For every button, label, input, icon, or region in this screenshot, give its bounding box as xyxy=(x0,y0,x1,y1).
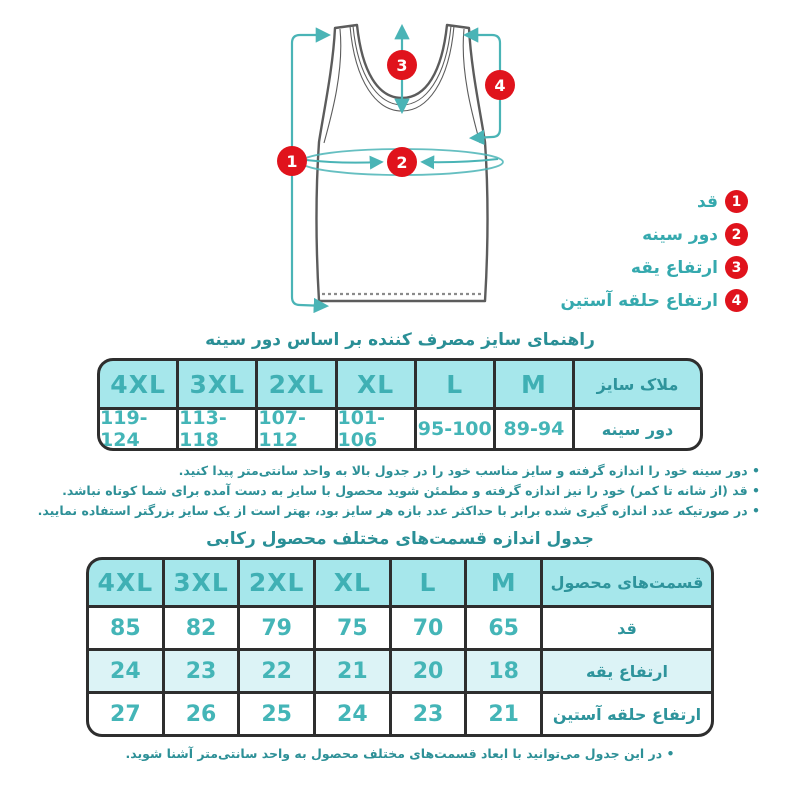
size-guide-table: ملاک سایز M L XL 2XL 3XL 4XL دور سینه 89… xyxy=(97,358,703,451)
legend-label-armhole: ارتفاع حلقه آستین xyxy=(560,290,718,311)
armhole-m: 21 xyxy=(467,694,540,734)
armhole-2xl: 25 xyxy=(240,694,314,734)
parts-header: قسمت‌های محصول xyxy=(543,560,711,605)
size-col-l: L xyxy=(416,361,493,407)
size-guide-title: راهنمای سایز مصرف کننده بر اساس دور سینه xyxy=(205,330,595,350)
collar-3xl: 23 xyxy=(164,651,238,691)
legend-badge-4: 4 xyxy=(725,289,748,312)
chest-range-l: 95-100 xyxy=(416,410,493,448)
measurement-legend: 1 قد 2 دور سینه 3 ارتفاع یقه 4 ارتفاع حل… xyxy=(560,190,748,322)
legend-item-collar: 3 ارتفاع یقه xyxy=(560,256,748,279)
armhole-4xl: 27 xyxy=(89,694,162,734)
collar-m: 18 xyxy=(467,651,540,691)
parts-size-col-m: M xyxy=(467,560,540,605)
size-col-xl: XL xyxy=(337,361,414,407)
callout-badge-4: 4 xyxy=(485,70,515,100)
length-3xl: 82 xyxy=(164,608,238,648)
collar-4xl: 24 xyxy=(89,651,162,691)
legend-badge-2: 2 xyxy=(725,223,748,246)
chest-range-4xl: 119-124 xyxy=(100,407,177,448)
chest-range-2xl: 107-112 xyxy=(258,407,335,448)
size-col-4xl: 4XL xyxy=(100,361,177,407)
size-col-3xl: 3XL xyxy=(179,361,256,407)
length-m: 65 xyxy=(467,608,540,648)
tank-top-diagram: 1 2 3 4 xyxy=(277,23,515,314)
parts-size-col-3xl: 3XL xyxy=(164,560,238,605)
legend-badge-1: 1 xyxy=(725,190,748,213)
callout-badge-3: 3 xyxy=(387,50,417,80)
length-4xl: 85 xyxy=(89,608,162,648)
legend-item-armhole: 4 ارتفاع حلقه آستین xyxy=(560,289,748,312)
length-xl: 75 xyxy=(316,608,389,648)
length-2xl: 79 xyxy=(240,608,314,648)
collar-l: 20 xyxy=(391,651,465,691)
parts-table-title: جدول اندازه قسمت‌های مختلف محصول رکابی xyxy=(206,529,594,549)
row-collar-label: ارتفاع یقه xyxy=(543,651,711,691)
armhole-xl: 24 xyxy=(316,694,389,734)
legend-label-chest: دور سینه xyxy=(642,224,718,245)
parts-size-col-xl: XL xyxy=(316,560,389,605)
usage-notes: • دور سینه خود را اندازه گرفته و سایز من… xyxy=(0,459,800,521)
footer-note: • در این جدول می‌توانید با ابعاد قسمت‌ها… xyxy=(125,746,675,761)
armhole-3xl: 26 xyxy=(164,694,238,734)
measurement-diagram-section: 1 2 3 4 1 قد 2 دور سینه xyxy=(0,0,800,322)
chest-range-m: 89-94 xyxy=(495,410,572,448)
legend-label-length: قد xyxy=(697,191,718,212)
parts-size-col-l: L xyxy=(391,560,465,605)
length-l: 70 xyxy=(391,608,465,648)
svg-text:1: 1 xyxy=(286,152,297,171)
legend-badge-3: 3 xyxy=(725,256,748,279)
row-length-label: قد xyxy=(543,608,711,648)
callout-badge-2: 2 xyxy=(387,147,417,177)
parts-size-col-4xl: 4XL xyxy=(89,560,162,605)
parts-size-col-2xl: 2XL xyxy=(240,560,314,605)
svg-text:4: 4 xyxy=(494,76,505,95)
chest-range-3xl: 113-118 xyxy=(179,407,256,448)
collar-xl: 21 xyxy=(316,651,389,691)
size-col-m: M xyxy=(495,361,572,407)
size-guide-criteria-header: ملاک سایز xyxy=(575,361,700,407)
chest-range-xl: 101-106 xyxy=(337,407,414,448)
legend-item-chest: 2 دور سینه xyxy=(560,223,748,246)
note-line: • دور سینه خود را اندازه گرفته و سایز من… xyxy=(178,463,760,478)
chest-row-label: دور سینه xyxy=(575,410,700,448)
legend-item-length: 1 قد xyxy=(560,190,748,213)
note-line: • قد (از شانه تا کمر) خود را نیز اندازه … xyxy=(62,483,760,498)
legend-label-collar: ارتفاع یقه xyxy=(630,257,718,278)
callout-badge-1: 1 xyxy=(277,146,307,176)
collar-2xl: 22 xyxy=(240,651,314,691)
parts-table: قسمت‌های محصول M L XL 2XL 3XL 4XL قد 65 … xyxy=(86,557,714,737)
note-line: • در صورتیکه عدد اندازه گیری شده برابر ب… xyxy=(37,503,760,518)
armhole-l: 23 xyxy=(391,694,465,734)
row-armhole-label: ارتفاع حلقه آستین xyxy=(543,694,711,734)
svg-text:3: 3 xyxy=(396,56,407,75)
svg-text:2: 2 xyxy=(396,153,407,172)
size-col-2xl: 2XL xyxy=(258,361,335,407)
